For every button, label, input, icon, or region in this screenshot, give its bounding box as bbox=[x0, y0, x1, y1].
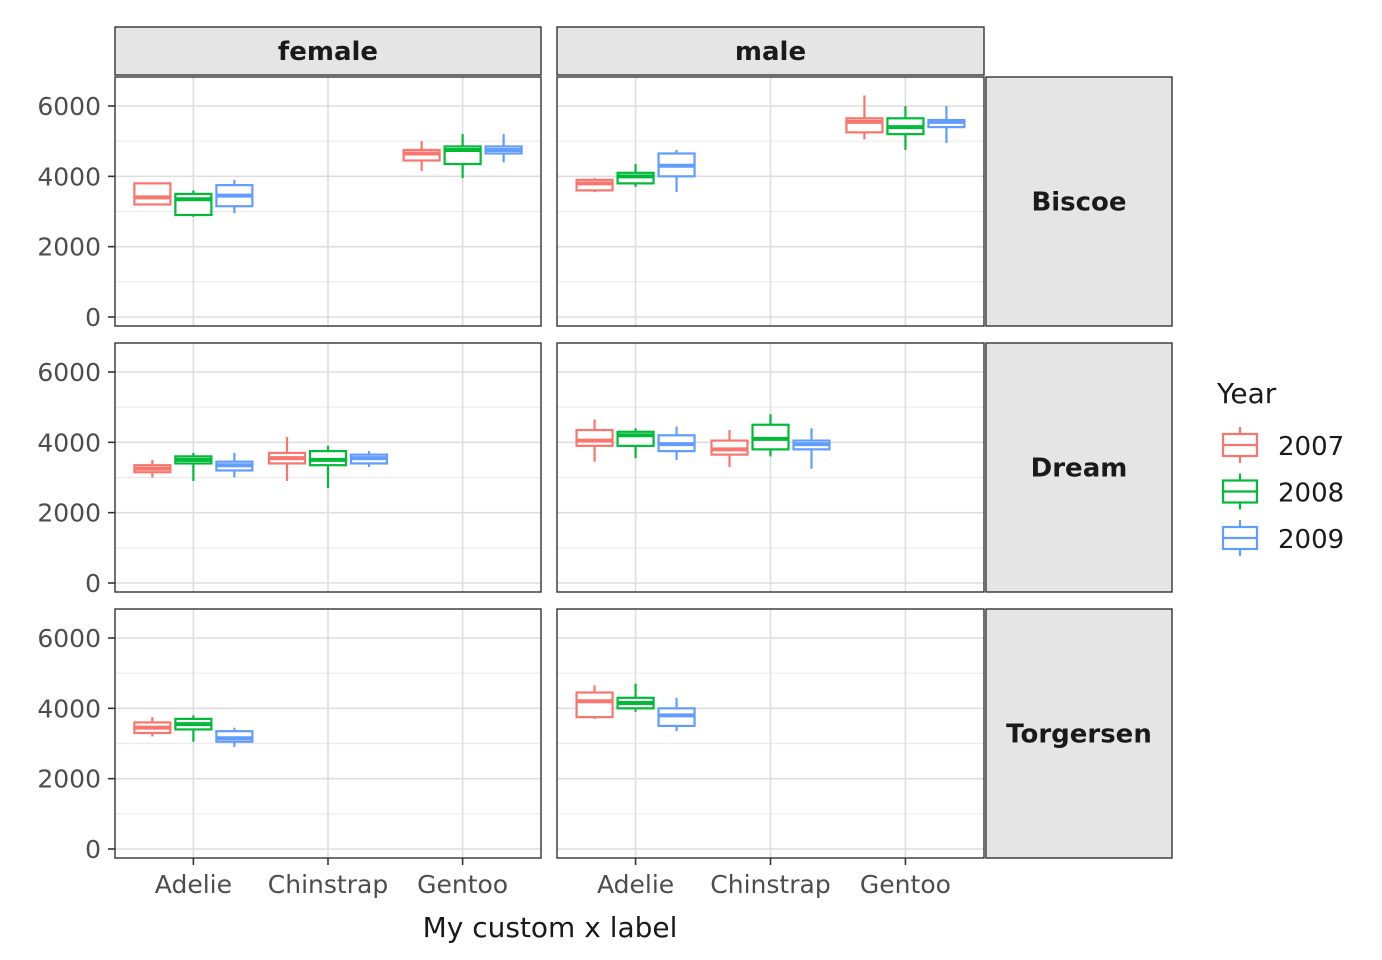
strip-background bbox=[556, 26, 985, 76]
strip-label: female bbox=[278, 37, 378, 67]
x-tick-label: Chinstrap bbox=[268, 870, 388, 899]
x-tick-label: Gentoo bbox=[417, 870, 508, 899]
y-tick-label: 0 bbox=[85, 569, 101, 598]
y-tick-label: 4000 bbox=[37, 694, 101, 723]
legend-title: Year bbox=[1216, 377, 1277, 410]
axes: 0 2000 4000 6000 0 2000 4000 6000 0 2000 4000 6000 A… bbox=[37, 92, 951, 899]
panel-biscoe-male bbox=[556, 76, 985, 327]
box-adelie-2009 bbox=[215, 452, 254, 478]
box-gentoo-2007 bbox=[845, 95, 884, 140]
box-chinstrap-2009 bbox=[792, 428, 831, 469]
box-adelie-2008 bbox=[616, 428, 655, 459]
strip-background bbox=[985, 608, 1173, 859]
box-adelie-2009 bbox=[657, 149, 696, 193]
y-tick-label: 6000 bbox=[37, 624, 101, 653]
box-adelie-2009 bbox=[657, 426, 696, 460]
box-body bbox=[575, 428, 614, 447]
panel-torgersen-male bbox=[556, 608, 985, 859]
box-body bbox=[174, 192, 213, 217]
strip-label: Biscoe bbox=[1031, 188, 1126, 218]
box-adelie-2009 bbox=[215, 179, 254, 214]
y-tick-label: 2000 bbox=[37, 765, 101, 794]
legend-label: 2009 bbox=[1278, 525, 1344, 555]
legend: Year 2007 2008 2009 bbox=[1216, 377, 1344, 556]
box-adelie-2007 bbox=[133, 182, 172, 206]
strip-torgersen: Torgersen bbox=[985, 608, 1173, 859]
strip-male: male bbox=[556, 26, 985, 76]
box-chinstrap-2007 bbox=[710, 430, 749, 467]
legend-key-2009: 2009 bbox=[1221, 520, 1344, 556]
panel-dream-male bbox=[556, 342, 985, 593]
box-gentoo-2009 bbox=[484, 134, 523, 163]
box-adelie-2008 bbox=[616, 683, 655, 712]
legend-label: 2007 bbox=[1278, 432, 1344, 462]
x-tick-label: Adelie bbox=[155, 870, 232, 899]
strip-label: male bbox=[735, 37, 806, 67]
box-chinstrap-2008 bbox=[751, 414, 790, 457]
box-adelie-2009 bbox=[657, 697, 696, 732]
box-adelie-2007 bbox=[133, 459, 172, 478]
x-tick-label: Gentoo bbox=[860, 870, 951, 899]
legend-key-2007: 2007 bbox=[1221, 427, 1344, 463]
box-gentoo-2009 bbox=[927, 106, 966, 143]
strip-background bbox=[114, 26, 542, 76]
panel-dream-female bbox=[114, 342, 542, 593]
box-gentoo-2008 bbox=[443, 134, 482, 179]
facet-panels bbox=[114, 76, 985, 859]
box-adelie-2008 bbox=[174, 190, 213, 217]
panel-border bbox=[556, 76, 985, 327]
box-adelie-2008 bbox=[616, 164, 655, 187]
legend-label: 2008 bbox=[1278, 479, 1344, 509]
box-gentoo-2007 bbox=[402, 141, 441, 172]
box-adelie-2007 bbox=[575, 419, 614, 462]
box-adelie-2008 bbox=[174, 452, 213, 482]
strip-female: female bbox=[114, 26, 542, 76]
panel-border bbox=[114, 76, 542, 327]
panel-border bbox=[556, 342, 985, 593]
panel-torgersen-female bbox=[114, 608, 542, 859]
facet-strips: Biscoe Dream Torgersen female male bbox=[114, 26, 1173, 859]
x-tick-label: Chinstrap bbox=[710, 870, 830, 899]
y-tick-label: 6000 bbox=[37, 92, 101, 121]
y-tick-label: 4000 bbox=[37, 162, 101, 191]
y-tick-label: 2000 bbox=[37, 499, 101, 528]
strip-biscoe: Biscoe bbox=[985, 76, 1173, 327]
x-axis-title: My custom x label bbox=[423, 911, 678, 944]
box-adelie-2008 bbox=[174, 715, 213, 742]
box-adelie-2007 bbox=[575, 178, 614, 193]
strip-label: Dream bbox=[1031, 454, 1128, 484]
y-tick-label: 4000 bbox=[37, 428, 101, 457]
panel-border bbox=[114, 342, 542, 593]
box-adelie-2007 bbox=[575, 685, 614, 719]
y-tick-label: 6000 bbox=[37, 358, 101, 387]
box-adelie-2009 bbox=[215, 727, 254, 748]
strip-background bbox=[985, 342, 1173, 593]
box-chinstrap-2008 bbox=[308, 445, 348, 489]
y-tick-label: 0 bbox=[85, 835, 101, 864]
box-adelie-2007 bbox=[133, 717, 172, 737]
y-tick-label: 0 bbox=[85, 303, 101, 332]
legend-key-2008: 2008 bbox=[1221, 473, 1344, 510]
box-chinstrap-2009 bbox=[349, 451, 389, 467]
box-gentoo-2008 bbox=[886, 106, 925, 150]
strip-background bbox=[985, 76, 1173, 327]
panel-biscoe-female bbox=[114, 76, 542, 327]
box-chinstrap-2007 bbox=[267, 437, 307, 482]
box-body bbox=[133, 182, 172, 206]
x-tick-label: Adelie bbox=[597, 870, 674, 899]
y-tick-label: 2000 bbox=[37, 233, 101, 262]
strip-dream: Dream bbox=[985, 342, 1173, 593]
strip-label: Torgersen bbox=[1006, 720, 1152, 750]
box-body bbox=[575, 691, 614, 719]
